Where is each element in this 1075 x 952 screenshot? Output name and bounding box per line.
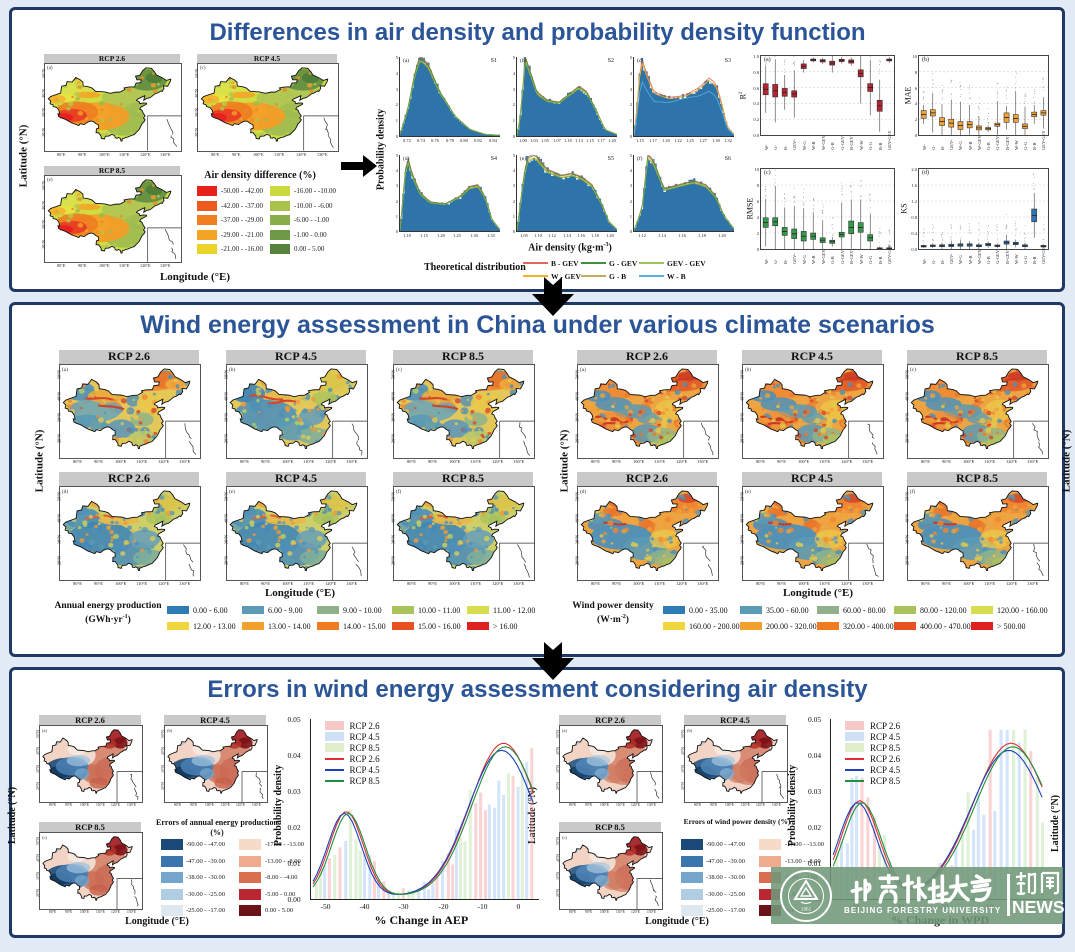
svg-text:1952: 1952 — [801, 907, 812, 912]
